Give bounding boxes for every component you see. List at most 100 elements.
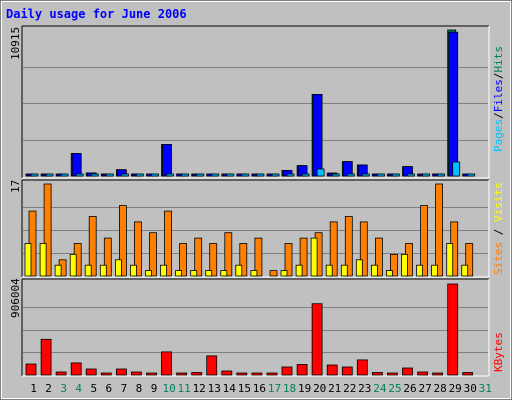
visits-legend: Sites / Visits xyxy=(492,182,505,275)
day-label-1: 1 xyxy=(30,382,37,395)
visits-bar-sites-day-9 xyxy=(149,232,157,277)
hits-bar-pages-day-25 xyxy=(391,173,400,177)
visits-bar-visits-day-21 xyxy=(325,264,333,277)
hits-bar-pages-day-29 xyxy=(452,161,461,177)
visits-bar-visits-day-13 xyxy=(205,270,213,277)
day-label-9: 9 xyxy=(151,382,158,395)
hits-bar-pages-day-16 xyxy=(256,173,265,177)
visits-bar-sites-day-19 xyxy=(299,237,308,277)
kbytes-bar-kbytes-day-6 xyxy=(100,372,112,376)
visits-bar-visits-day-14 xyxy=(220,270,228,277)
hits-bar-pages-day-10 xyxy=(166,173,174,177)
visits-bar-sites-day-30 xyxy=(465,243,474,277)
visits-bar-visits-day-26 xyxy=(401,253,408,277)
visits-bar-sites-day-11 xyxy=(179,243,188,277)
kbytes-bar-kbytes-day-12 xyxy=(191,372,203,376)
visits-bar-visits-day-16 xyxy=(250,270,258,277)
day-label-18: 18 xyxy=(283,382,296,395)
visits-bar-sites-day-13 xyxy=(209,243,218,277)
visits-bar-sites-day-8 xyxy=(133,221,142,277)
day-label-3: 3 xyxy=(60,382,67,395)
hits-bar-pages-day-21 xyxy=(331,173,340,177)
hits-bar-pages-day-19 xyxy=(301,173,310,177)
visits-bar-sites-day-21 xyxy=(329,221,338,277)
kbytes-bar-kbytes-day-14 xyxy=(221,370,233,376)
kbytes-bar-kbytes-day-13 xyxy=(206,355,218,376)
kbytes-ymax-label: 906004 xyxy=(9,278,22,318)
hits-bar-pages-day-30 xyxy=(467,173,476,177)
hits-files-pages-panel: 10915 Pages/Files/Hits xyxy=(9,25,505,179)
kbytes-bar-kbytes-day-8 xyxy=(130,371,142,376)
day-label-4: 4 xyxy=(75,382,82,395)
legend-kbytes: KBytes xyxy=(492,332,505,372)
hits-bar-pages-day-26 xyxy=(407,173,415,177)
visits-bar-sites-day-7 xyxy=(119,205,127,277)
visits-bar-visits-day-19 xyxy=(295,264,303,277)
visits-bar-sites-day-25 xyxy=(389,253,398,277)
kbytes-bar-kbytes-day-16 xyxy=(251,372,263,376)
visits-bar-visits-day-5 xyxy=(84,264,92,277)
visits-bar-visits-day-8 xyxy=(129,264,137,277)
visits-bar-sites-day-15 xyxy=(239,243,248,277)
kbytes-bar-kbytes-day-4 xyxy=(70,362,82,376)
hits-bar-files-day-20 xyxy=(312,94,323,177)
visits-bar-visits-day-11 xyxy=(175,270,183,277)
hits-bar-pages-day-13 xyxy=(211,173,220,177)
day-label-26: 26 xyxy=(403,382,416,395)
visits-bar-sites-day-16 xyxy=(254,237,263,277)
hits-bar-files-day-10 xyxy=(162,143,172,177)
visits-bar-visits-day-9 xyxy=(145,270,152,277)
visits-bar-sites-day-17 xyxy=(269,270,278,277)
visits-bar-visits-day-22 xyxy=(340,264,348,277)
hits-bar-pages-day-3 xyxy=(60,173,69,177)
day-label-30: 30 xyxy=(464,382,477,395)
kbytes-bar-kbytes-day-17 xyxy=(266,372,278,376)
day-label-14: 14 xyxy=(223,382,237,395)
kbytes-bar-kbytes-day-20 xyxy=(311,303,323,376)
kbytes-bar-kbytes-day-21 xyxy=(326,364,338,376)
hits-bar-pages-day-28 xyxy=(437,173,446,177)
visits-bar-sites-day-18 xyxy=(284,243,293,277)
day-label-17: 17 xyxy=(268,382,281,395)
visits-bar-visits-day-27 xyxy=(416,264,424,277)
hits-legend: Pages/Files/Hits xyxy=(492,46,505,152)
visits-bar-visits-day-6 xyxy=(99,264,107,277)
visits-bar-visits-day-30 xyxy=(461,264,469,277)
visits-bar-sites-day-12 xyxy=(194,237,203,277)
day-label-16: 16 xyxy=(253,382,266,395)
kbytes-bar-kbytes-day-29 xyxy=(447,283,459,376)
day-label-2: 2 xyxy=(45,382,52,395)
visits-bar-visits-day-15 xyxy=(235,264,243,277)
day-label-27: 27 xyxy=(418,382,431,395)
kbytes-bar-kbytes-day-24 xyxy=(371,372,383,376)
kbytes-bar-kbytes-day-15 xyxy=(236,372,248,376)
day-label-6: 6 xyxy=(105,382,112,395)
kbytes-bar-kbytes-day-19 xyxy=(296,364,308,376)
day-label-10: 10 xyxy=(162,382,175,395)
day-label-7: 7 xyxy=(121,382,128,395)
hits-ymax-label: 10915 xyxy=(9,27,22,60)
day-label-24: 24 xyxy=(373,382,387,395)
kbytes-legend: KBytes xyxy=(492,332,505,372)
day-label-25: 25 xyxy=(388,382,401,395)
visits-bar-visits-day-20 xyxy=(310,237,318,277)
day-label-5: 5 xyxy=(90,382,97,395)
kbytes-bar-kbytes-day-3 xyxy=(55,371,67,376)
day-labels: 1 2 3 4 5 6 7 8 9 10 11 12 13 14 15 16 17 18 19 20 21 22 23 24 2… xyxy=(30,382,492,395)
hits-bar-pages-day-24 xyxy=(376,173,385,177)
hits-bar-pages-day-27 xyxy=(422,173,431,177)
hits-bar-pages-day-1 xyxy=(30,173,39,177)
visits-bar-visits-day-24 xyxy=(370,264,378,277)
visits-bar-sites-day-27 xyxy=(420,205,429,277)
kbytes-gridlines xyxy=(23,307,488,353)
visits-bar-visits-day-25 xyxy=(385,270,393,277)
visits-bar-visits-day-28 xyxy=(431,264,439,277)
kbytes-bar-kbytes-day-30 xyxy=(462,372,474,376)
kbytes-panel: 906004 KBytes xyxy=(9,278,505,377)
hits-bar-pages-day-18 xyxy=(286,173,295,177)
hits-panel-background xyxy=(22,26,489,178)
legend-hits: Hits xyxy=(492,46,505,73)
kbytes-bar-kbytes-day-5 xyxy=(85,368,97,376)
day-label-20: 20 xyxy=(313,382,326,395)
